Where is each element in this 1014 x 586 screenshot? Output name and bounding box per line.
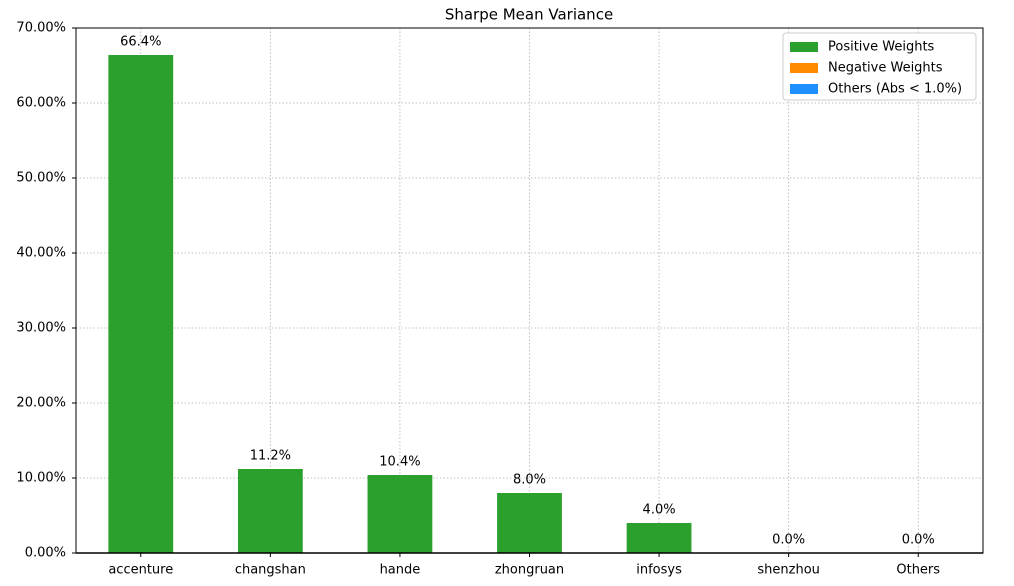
y-tick-label: 40.00% xyxy=(16,246,66,261)
y-tick-label: 70.00% xyxy=(16,21,66,36)
bar xyxy=(497,493,562,553)
value-label: 66.4% xyxy=(120,35,161,50)
legend-swatch xyxy=(790,63,818,73)
x-tick-label: infosys xyxy=(636,563,682,578)
value-label: 4.0% xyxy=(643,503,676,518)
bar xyxy=(367,475,433,553)
x-tick-label: Others xyxy=(896,563,940,578)
bar xyxy=(626,523,692,553)
legend-box xyxy=(782,32,977,101)
y-tick-label: 50.00% xyxy=(16,171,66,186)
chart-title: Sharpe Mean Variance xyxy=(445,6,613,24)
value-label: 8.0% xyxy=(513,473,546,488)
y-tick-label: 0.00% xyxy=(25,546,66,561)
value-label: 11.2% xyxy=(250,449,291,464)
legend-swatch xyxy=(790,42,818,52)
x-tick-label: changshan xyxy=(235,563,306,578)
x-tick-label: shenzhou xyxy=(757,563,820,578)
y-tick-label: 10.00% xyxy=(16,471,66,486)
legend-label: Negative Weights xyxy=(828,61,943,76)
y-tick-label: 30.00% xyxy=(16,321,66,336)
y-tick-label: 20.00% xyxy=(16,396,66,411)
x-tick-label: accenture xyxy=(108,563,173,578)
bar xyxy=(237,469,303,553)
bar xyxy=(108,55,174,553)
legend-label: Positive Weights xyxy=(828,40,935,55)
legend-swatch xyxy=(790,84,818,94)
x-tick-label: hande xyxy=(380,563,421,578)
y-tick-label: 60.00% xyxy=(16,96,66,111)
value-label: 0.0% xyxy=(902,533,935,548)
legend-label: Others (Abs < 1.0%) xyxy=(828,82,962,97)
value-label: 10.4% xyxy=(379,455,420,470)
value-label: 0.0% xyxy=(772,533,805,548)
x-tick-label: zhongruan xyxy=(495,563,564,578)
